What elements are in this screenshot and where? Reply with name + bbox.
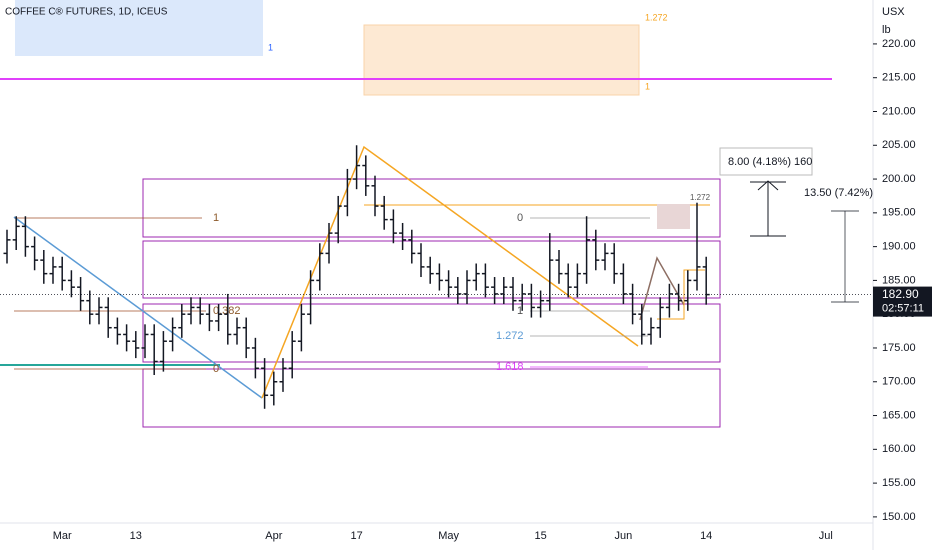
x-tick-label: 13	[130, 530, 142, 542]
y-tick-label: 190.00	[882, 241, 916, 253]
orange-zone	[363, 24, 640, 96]
fib-label: 0.382	[213, 305, 241, 317]
y-tick-label: 210.00	[882, 105, 916, 117]
last-price-label: 182.90	[882, 287, 919, 301]
trend-line	[261, 145, 639, 399]
range-box	[142, 303, 721, 363]
blue-zone	[15, 0, 263, 56]
labels: COFFEE C® FUTURES, 1D, ICEUS 1 1.272 1 1…	[5, 7, 882, 375]
chart-title: COFFEE C® FUTURES, 1D, ICEUS	[5, 7, 168, 18]
y-tick-label: 165.00	[882, 409, 916, 421]
fib-label: 1.272	[690, 193, 711, 202]
y-tick-label: 175.00	[882, 342, 916, 354]
fib-label: 0	[517, 212, 523, 224]
x-tick-label: Jun	[615, 530, 633, 542]
fib-label: 1.272	[496, 330, 524, 342]
fib-label: 1	[213, 212, 219, 224]
measure	[757, 180, 779, 191]
measure-label: 8.00 (4.18%) 160	[728, 156, 812, 168]
marks	[3, 145, 710, 409]
x-tick-label: 14	[700, 530, 712, 542]
fib-label: 1.272	[645, 12, 668, 22]
y-tick-label: 205.00	[882, 139, 916, 151]
y-tick-label: 150.00	[882, 511, 916, 523]
x-tick-label: Jul	[819, 530, 833, 542]
fib-label: 0	[213, 363, 219, 375]
drawings	[0, 0, 859, 428]
x-tick-label: 17	[350, 530, 362, 542]
countdown: 02:57:11	[882, 303, 924, 315]
range-box	[142, 240, 721, 299]
last-price-box	[873, 286, 932, 317]
fib-label: 1	[517, 305, 523, 317]
x-tick-label: May	[438, 530, 459, 542]
range-box	[142, 368, 721, 428]
x-tick-label: Apr	[265, 530, 282, 542]
range-box	[142, 178, 721, 238]
price-axis	[873, 0, 932, 550]
fib-label: 1.618	[496, 361, 524, 373]
y-tick-label: 160.00	[882, 443, 916, 455]
trend-line	[13, 216, 263, 399]
fib-label: 1	[645, 81, 650, 91]
rose-zone	[657, 204, 690, 229]
y-tick-label: 185.00	[882, 274, 916, 286]
pattern	[639, 256, 685, 321]
y-tick-label: 195.00	[882, 207, 916, 219]
measure-label: 13.50 (7.42%) 2	[804, 187, 882, 199]
axis-unit: lb	[882, 24, 891, 36]
y-tick-label: 170.00	[882, 376, 916, 388]
axis-unit: USX	[882, 6, 905, 18]
measure-box	[719, 147, 813, 176]
y-tick-label: 155.00	[882, 477, 916, 489]
y-tick-label: 215.00	[882, 72, 916, 84]
y-tick-label: 200.00	[882, 173, 916, 185]
fib-label: 1	[268, 42, 273, 52]
x-tick-label: 15	[534, 530, 546, 542]
y-tick-label: 220.00	[882, 38, 916, 50]
x-tick-label: Mar	[53, 530, 72, 542]
